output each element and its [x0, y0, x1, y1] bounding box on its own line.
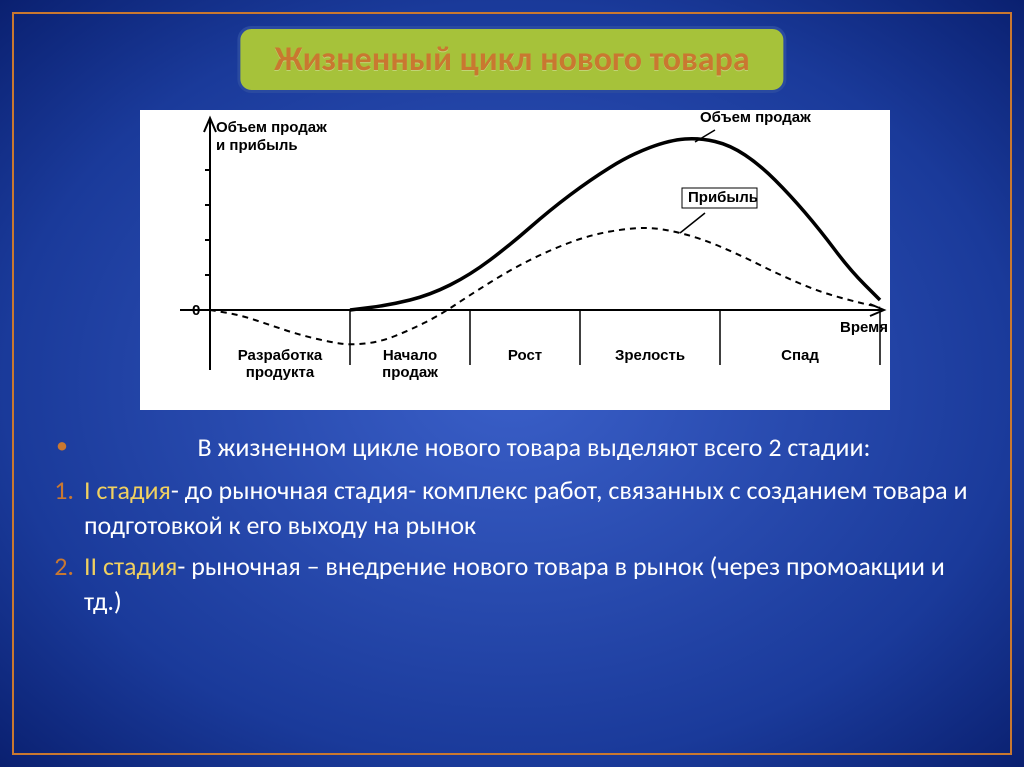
- svg-text:Время: Время: [840, 319, 888, 336]
- bullet-intro: • В жизненном цикле нового товара выделя…: [40, 430, 984, 465]
- stage-label: II стадия: [84, 550, 177, 582]
- stage-label: I стадия: [84, 474, 171, 506]
- item-body: II стадия- рыночная – внедрение нового т…: [84, 549, 984, 619]
- svg-text:и прибыль: и прибыль: [216, 137, 298, 154]
- stage-desc: - до рыночная стадия- комплекс работ, св…: [84, 474, 968, 541]
- chart-svg: Объем продажи прибыльВремя0Разработкапро…: [140, 110, 890, 410]
- svg-text:Зрелость: Зрелость: [615, 347, 685, 364]
- bullet-text: В жизненном цикле нового товара выделяют…: [84, 430, 984, 465]
- svg-text:Рост: Рост: [508, 347, 542, 364]
- item-body: I стадия- до рыночная стадия- комплекс р…: [84, 473, 984, 543]
- item-number: 2.: [40, 549, 84, 619]
- lifecycle-chart: Объем продажи прибыльВремя0Разработкапро…: [140, 110, 890, 410]
- numbered-list: 1.I стадия- до рыночная стадия- комплекс…: [40, 473, 984, 619]
- svg-text:Объем продаж: Объем продаж: [700, 110, 811, 126]
- svg-text:0: 0: [192, 302, 200, 319]
- svg-text:Спад: Спад: [781, 347, 819, 364]
- svg-text:Объем продаж: Объем продаж: [216, 119, 327, 136]
- svg-text:Разработка: Разработка: [238, 347, 323, 364]
- svg-text:продукта: продукта: [246, 364, 315, 381]
- list-item: 1.I стадия- до рыночная стадия- комплекс…: [40, 473, 984, 543]
- list-item: 2.II стадия- рыночная – внедрение нового…: [40, 549, 984, 619]
- text-content: • В жизненном цикле нового товара выделя…: [40, 430, 984, 625]
- stage-desc: - рыночная – внедрение нового товара в р…: [84, 550, 945, 617]
- item-number: 1.: [40, 473, 84, 543]
- title-banner: Жизненный цикл нового товара: [237, 26, 786, 93]
- bullet-marker: •: [40, 430, 84, 465]
- svg-text:Прибыль: Прибыль: [688, 189, 758, 206]
- slide-title: Жизненный цикл нового товара: [274, 39, 749, 80]
- svg-text:Начало: Начало: [383, 347, 437, 364]
- svg-text:продаж: продаж: [382, 364, 438, 381]
